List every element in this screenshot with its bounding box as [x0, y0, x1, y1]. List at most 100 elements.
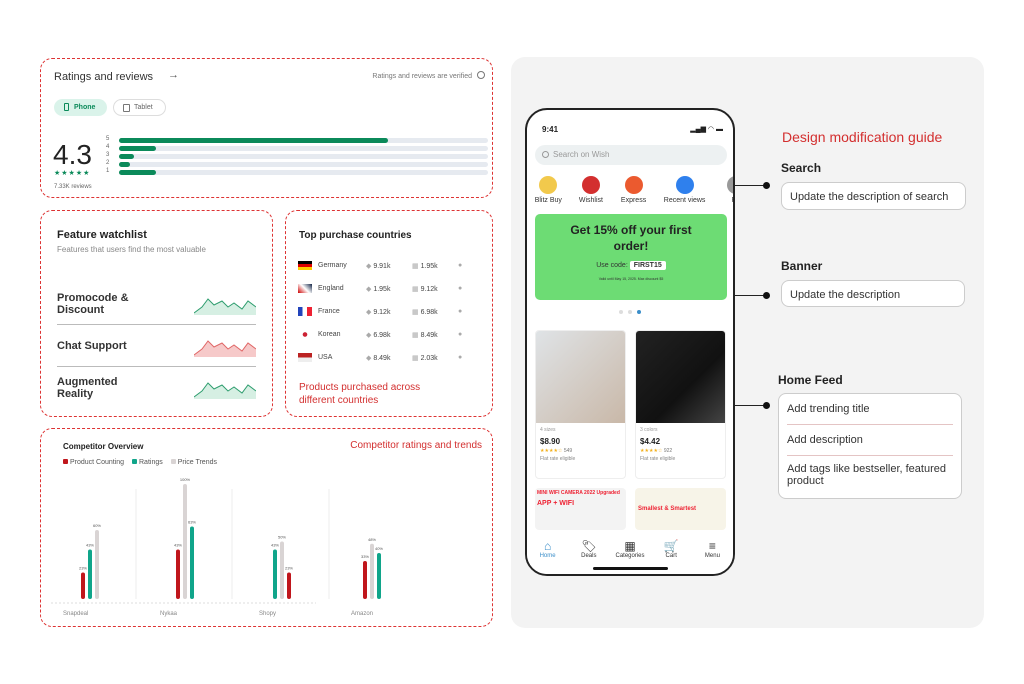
rating-distribution: 5 4 3 2 1: [41, 136, 492, 199]
bar: [95, 530, 99, 599]
chart-title: Competitor Overview: [63, 442, 144, 451]
nav-cart[interactable]: 🛒 Cart: [651, 539, 692, 574]
quick-link[interactable]: Express: [612, 176, 655, 204]
chart-annotation: Competitor ratings and trends: [350, 440, 482, 451]
nav-icon: ≡: [708, 539, 716, 553]
country-row[interactable]: France ◆ 9.12k ▦ 6.98k ●: [298, 307, 478, 316]
ratings-card: Ratings and reviews → Ratings and review…: [40, 58, 493, 198]
more-icon: ●: [458, 308, 463, 315]
promo-banner[interactable]: Get 15% off your first order! Use code: …: [535, 214, 727, 300]
nav-home[interactable]: ⌂ Home: [527, 539, 568, 574]
ratings-title[interactable]: Ratings and reviews: [54, 71, 154, 83]
metric-icon: ▦: [412, 331, 421, 339]
flag-icon: [298, 284, 312, 293]
competitor-bar-chart: 23% 43% 60% Snapdeal 43% 100% 63% Nykaa 43% 50% 23…: [51, 477, 383, 617]
bar-label: 50%: [278, 535, 286, 540]
tab-tablet[interactable]: Tablet: [113, 99, 166, 116]
home-indicator: [593, 567, 668, 570]
arrow-right-icon[interactable]: →: [168, 69, 179, 81]
watchlist-subtitle: Features that users find the most valuab…: [57, 245, 206, 254]
legend-item: Ratings: [132, 459, 163, 466]
watchlist-item[interactable]: Chat Support: [57, 325, 256, 367]
quick-link-icon: [726, 176, 733, 194]
category-label: Amazon: [351, 611, 373, 617]
carousel-dots[interactable]: [619, 310, 641, 314]
status-icons: ▂▄▆ ◠ ▬: [690, 126, 723, 133]
metric-icon: ◆: [366, 354, 374, 362]
flag-icon: [298, 307, 312, 316]
ad-tile-1[interactable]: MINI WIFI CAMERA 2022 Upgraded APP + WIFI: [535, 488, 626, 530]
product-stars: ★★★★☆: [640, 448, 663, 454]
watchlist-item[interactable]: Augmented Reality: [57, 367, 256, 409]
bar: [190, 526, 194, 599]
rating-label: 5: [106, 136, 110, 142]
legend-item: Price Trends: [170, 459, 217, 466]
legend-item: Product Counting: [63, 459, 124, 466]
country-row[interactable]: USA ◆ 8.49k ▦ 2.03k ●: [298, 353, 478, 362]
tab-phone[interactable]: Phone: [54, 99, 107, 116]
metric-icon: ▦: [412, 262, 421, 270]
rating-bar: [119, 170, 488, 175]
promo-code[interactable]: FIRST15: [629, 261, 666, 270]
countries-title: Top purchase countries: [299, 230, 412, 241]
metric-icon: ◆: [366, 285, 374, 293]
rating-score: 4.3: [53, 139, 92, 170]
watchlist-item[interactable]: Promocode & Discount: [57, 283, 256, 325]
guide-homefeed-label: Home Feed: [778, 373, 843, 387]
metric-icon: ▦: [412, 354, 421, 362]
info-icon[interactable]: [477, 71, 485, 79]
quick-link[interactable]: Blitz Buy: [527, 176, 570, 204]
rating-label: 3: [106, 152, 110, 158]
bar-label: 40%: [375, 546, 383, 551]
nav-categories[interactable]: ▦ Categories: [609, 539, 650, 574]
flag-icon: [298, 330, 312, 339]
bottom-nav: ⌂ Home 🏷 Deals ▦ Categories 🛒 Cart ≡ Menu: [527, 530, 733, 574]
bar-label: 63%: [188, 520, 196, 525]
country-row[interactable]: Germany ◆ 9.91k ▦ 1.95k ●: [298, 261, 478, 270]
guide-search-label: Search: [781, 161, 822, 175]
nav-menu[interactable]: ≡ Menu: [692, 539, 733, 574]
quick-link[interactable]: Wishlist: [570, 176, 613, 204]
metric-icon: ◆: [366, 262, 374, 270]
rating-label: 1: [106, 168, 110, 174]
product-card[interactable]: 3 colors $4.42 ★★★★☆ 922 Flat rate eligible: [635, 330, 726, 479]
bar: [363, 561, 367, 599]
bar: [377, 553, 381, 599]
phone-icon: [64, 103, 69, 111]
watchlist-title: Feature watchlist: [57, 229, 147, 241]
tablet-icon: [123, 104, 130, 112]
country-row[interactable]: England ◆ 1.95k ▦ 9.12k ●: [298, 284, 478, 293]
ad-tile-2[interactable]: Smallest & Smartest: [635, 488, 726, 530]
code-label: Use code:: [596, 262, 628, 269]
metric-icon: ◆: [366, 331, 374, 339]
bar: [370, 543, 374, 599]
category-label: Snapdeal: [63, 611, 88, 617]
quick-link[interactable]: Recent views: [655, 176, 714, 204]
top-countries-card: Top purchase countries Germany ◆ 9.91k ▦ 1…: [285, 210, 493, 417]
quick-link[interactable]: Fa: [714, 176, 733, 204]
country-row[interactable]: Korean ◆ 6.98k ▦ 8.49k ●: [298, 330, 478, 339]
bar: [287, 572, 291, 599]
countries-note: Products purchased across different coun…: [299, 382, 421, 406]
nav-deals[interactable]: 🏷 Deals: [568, 539, 609, 574]
bar-label: 43%: [174, 543, 182, 548]
more-icon: ●: [458, 262, 463, 269]
bar-label: 48%: [368, 537, 376, 542]
metric-icon: ▦: [412, 308, 421, 316]
rating-bar: [119, 146, 488, 151]
bar-label: 23%: [285, 566, 293, 571]
sparkline-icon: [194, 297, 256, 315]
more-icon: ●: [458, 354, 463, 361]
search-input[interactable]: Search on Wish: [535, 145, 727, 165]
bar: [273, 549, 277, 599]
bar-label: 43%: [271, 543, 279, 548]
quick-link-icon: [539, 176, 558, 194]
guide-homefeed-box: Add trending title Add description Add t…: [778, 393, 962, 499]
product-card[interactable]: 4 sizes $8.90 ★★★★☆ 549 Flat rate eligible: [535, 330, 626, 479]
competitor-card: Competitor Overview Competitor ratings a…: [40, 428, 493, 627]
status-time: 9:41: [542, 125, 559, 134]
flag-icon: [298, 261, 312, 270]
sparkline-icon: [194, 382, 256, 399]
star-rating: ★★★★★: [54, 170, 91, 177]
category-label: Shopy: [259, 611, 276, 617]
